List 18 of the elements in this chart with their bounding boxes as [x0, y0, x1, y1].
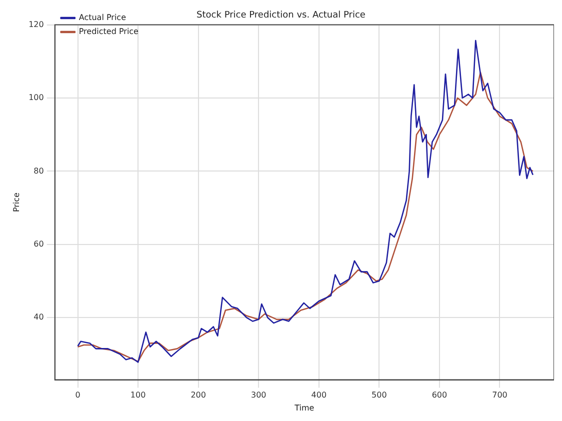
x-tick-label: 700 [492, 390, 508, 400]
y-axis-title: Price [12, 192, 21, 212]
y-tick-label: 120 [28, 20, 44, 29]
x-axis-title: Time [294, 403, 314, 412]
legend-label: Actual Price [78, 13, 126, 22]
y-tick-label: 80 [34, 166, 44, 176]
y-tick-label: 40 [34, 312, 44, 322]
x-tick-label: 300 [250, 390, 266, 400]
x-tick-label: 500 [372, 390, 387, 400]
x-tick-label: 400 [311, 390, 327, 400]
chart-title: Stock Price Prediction vs. Actual Price [196, 10, 366, 21]
legend-label: Predicted Price [78, 27, 139, 36]
x-tick-label: 0 [75, 390, 80, 400]
x-tick-label: 100 [130, 390, 146, 400]
x-tick-label: 600 [432, 390, 448, 400]
x-tick-label: 200 [190, 390, 206, 400]
y-tick-label: 60 [34, 239, 44, 248]
y-tick-label: 100 [28, 93, 44, 102]
